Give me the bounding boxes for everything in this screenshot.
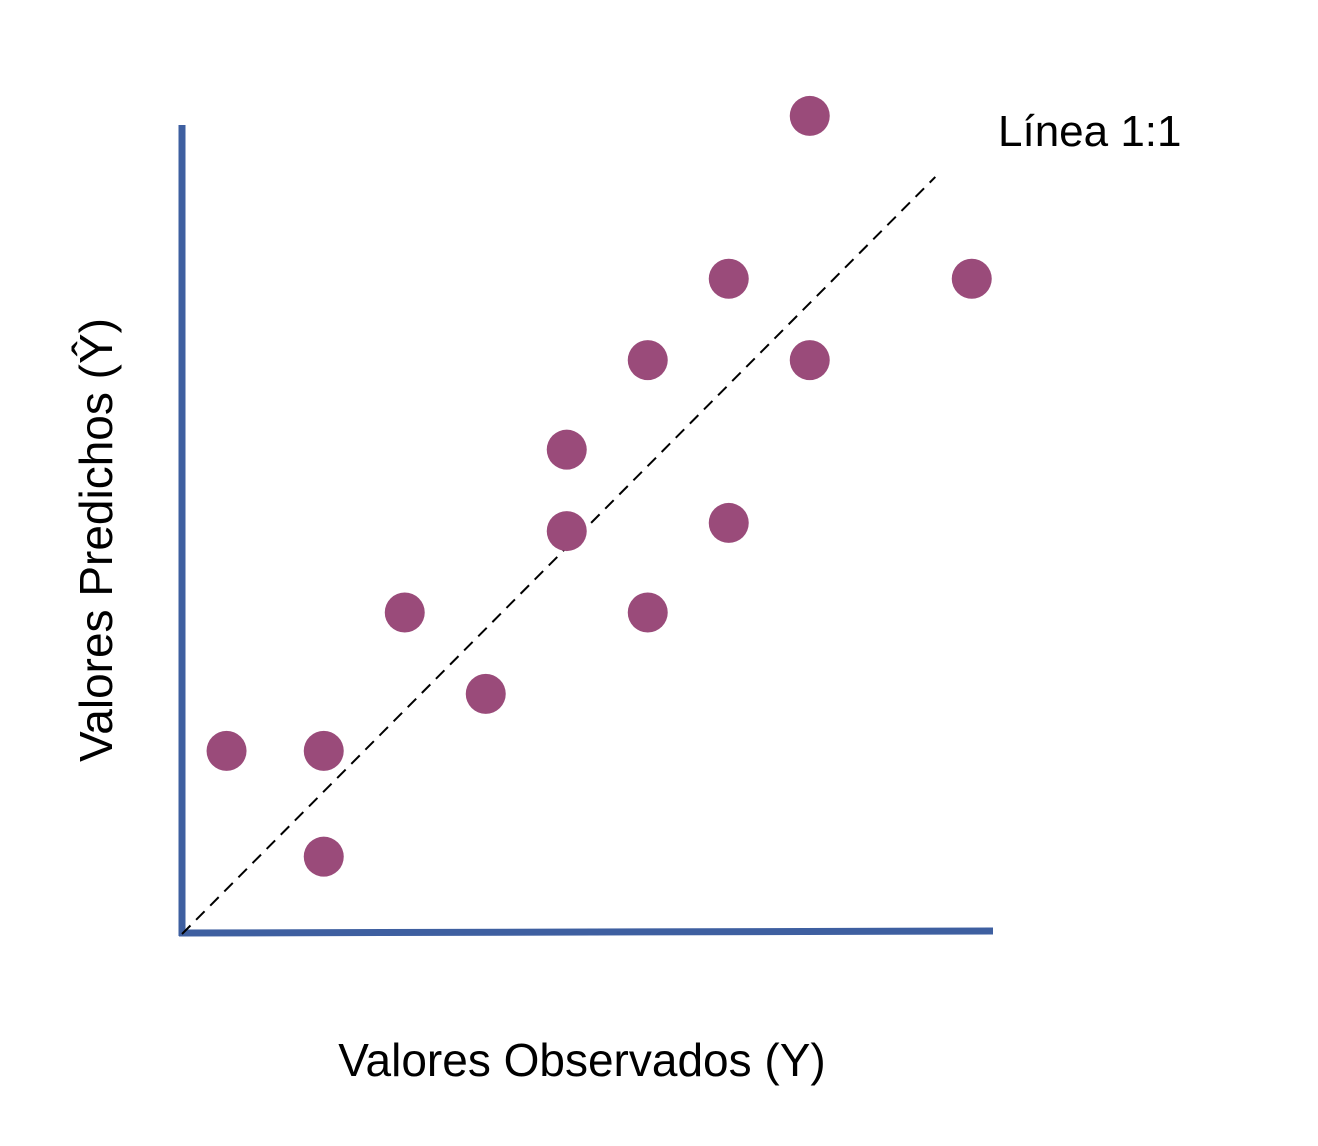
x-axis-line [178, 927, 994, 937]
data-point-10 [708, 502, 749, 543]
axes [178, 125, 994, 937]
data-point-14 [951, 258, 992, 299]
data-point-4 [384, 592, 425, 633]
data-point-11 [708, 258, 749, 299]
data-point-12 [789, 340, 830, 381]
data-point-2 [303, 730, 344, 771]
data-point-13 [789, 95, 830, 136]
data-point-6 [546, 511, 587, 552]
x-axis-label: Valores Observados (Y) [338, 1034, 825, 1086]
data-point-3 [303, 836, 344, 877]
reference-line-label: Línea 1:1 [998, 107, 1182, 156]
data-point-8 [627, 592, 668, 633]
reference-line-1-1 [181, 176, 937, 935]
y-axis-label: Valores Predichos (Ŷ) [70, 318, 122, 762]
data-point-7 [546, 429, 587, 470]
data-point-5 [465, 673, 506, 714]
data-points [206, 95, 992, 877]
data-point-1 [206, 730, 247, 771]
data-point-9 [627, 340, 668, 381]
